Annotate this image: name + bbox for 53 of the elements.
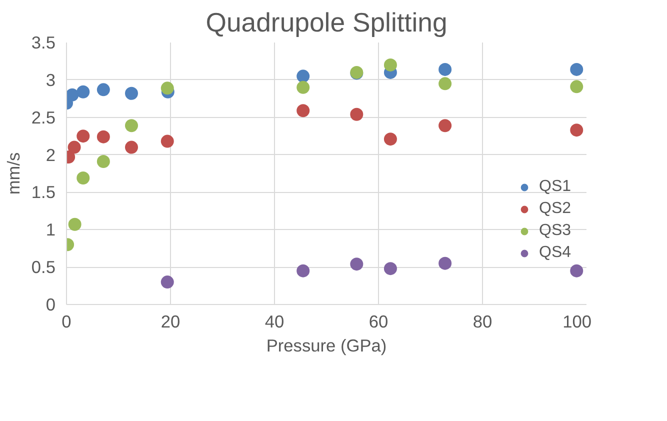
point — [296, 104, 310, 118]
y-tick-label: 1 — [46, 220, 56, 240]
point — [160, 82, 174, 95]
point — [68, 140, 81, 154]
x-tick-label: 0 — [62, 312, 72, 332]
y-tick-label: 3.5 — [31, 32, 56, 52]
point — [570, 264, 584, 278]
point — [96, 130, 110, 144]
y-tick-label: 3 — [46, 70, 56, 90]
legend-label: QS2 — [539, 200, 572, 218]
point — [438, 62, 452, 76]
point — [570, 80, 584, 94]
y-tick-label: 0.5 — [31, 257, 56, 278]
point — [96, 83, 110, 96]
point — [125, 119, 138, 132]
point — [296, 80, 310, 94]
point — [160, 276, 174, 289]
x-tick-label: 40 — [264, 312, 284, 332]
point — [125, 140, 138, 154]
x-axis-title: Pressure (GPa) — [266, 336, 387, 356]
x-tick-label: 100 — [562, 312, 592, 332]
point — [350, 108, 364, 121]
point — [296, 70, 310, 83]
point — [160, 134, 174, 148]
y-tick-label: 1.5 — [31, 182, 56, 202]
x-tick-label: 60 — [368, 312, 388, 332]
point — [438, 77, 452, 90]
point — [384, 132, 397, 146]
point — [68, 218, 82, 231]
point — [570, 62, 584, 76]
point — [438, 256, 452, 270]
y-tick-label: 2.5 — [31, 107, 56, 128]
legend-label: QS1 — [539, 178, 572, 196]
y-axis-title: mm/s — [3, 152, 24, 195]
x-tick-label: 80 — [472, 312, 492, 332]
point — [125, 86, 138, 100]
y-tick-label: 2 — [46, 144, 56, 165]
point — [570, 124, 584, 137]
point — [76, 85, 90, 98]
chart-title: Quadrupole Splitting — [206, 8, 448, 38]
legend-label: QS4 — [539, 244, 572, 262]
point — [66, 88, 79, 102]
point — [438, 119, 452, 132]
point — [384, 262, 397, 276]
y-tick-label: 0 — [46, 294, 56, 314]
point — [384, 58, 397, 72]
legend-label: QS3 — [539, 222, 572, 240]
point — [96, 155, 110, 168]
point — [296, 264, 310, 278]
point — [350, 258, 364, 271]
point — [76, 130, 90, 143]
x-tick-label: 20 — [160, 312, 180, 332]
point — [76, 172, 90, 184]
